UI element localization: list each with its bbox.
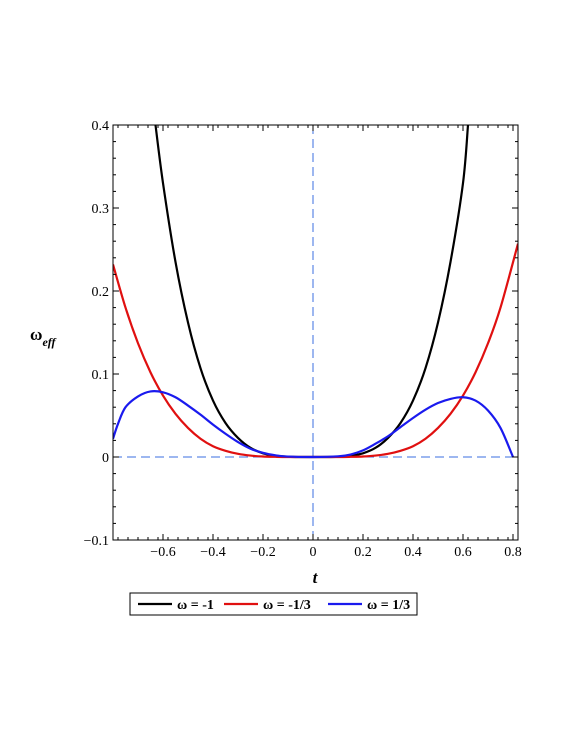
series-line-1 <box>113 243 518 459</box>
x-axis-title: t <box>313 568 319 587</box>
x-tick-label: 0.4 <box>404 545 422 560</box>
y-tick-label: 0.2 <box>92 285 110 300</box>
y-tick-label: 0.1 <box>92 368 110 383</box>
plot-frame <box>112 124 519 541</box>
y-tick-label: 0.3 <box>92 202 110 217</box>
x-tick-label: −0.4 <box>200 545 225 560</box>
x-tick-label: 0.8 <box>504 545 522 560</box>
series-line-0 <box>154 125 470 459</box>
ticks-layer: −0.6 −0.4 −0.2 0 0.2 0.4 0.6 0.8 −0.1 0 0.1 0.2 0.3 0… <box>84 119 522 560</box>
legend-box <box>129 592 418 616</box>
legend-label-0: ω = -1 <box>177 598 214 613</box>
x-tick-label: 0 <box>310 545 317 560</box>
reference-lines <box>113 125 518 540</box>
legend-label-1: ω = -1/3 <box>263 598 311 613</box>
x-tick-label: 0.6 <box>454 545 472 560</box>
y-tick-label: −0.1 <box>84 534 109 549</box>
y-tick-label: 0.4 <box>92 119 110 134</box>
y-tick-label: 0 <box>102 451 109 466</box>
x-tick-label: −0.6 <box>150 545 175 560</box>
x-tick-label: 0.2 <box>354 545 372 560</box>
series-layer <box>113 125 518 459</box>
legend-label-2: ω = 1/3 <box>367 598 410 613</box>
x-tick-label: −0.2 <box>250 545 275 560</box>
y-axis-title: ωeff <box>30 325 57 349</box>
legend: ω = -1 ω = -1/3 ω = 1/3 <box>129 592 418 616</box>
series-line-2 <box>113 390 515 459</box>
